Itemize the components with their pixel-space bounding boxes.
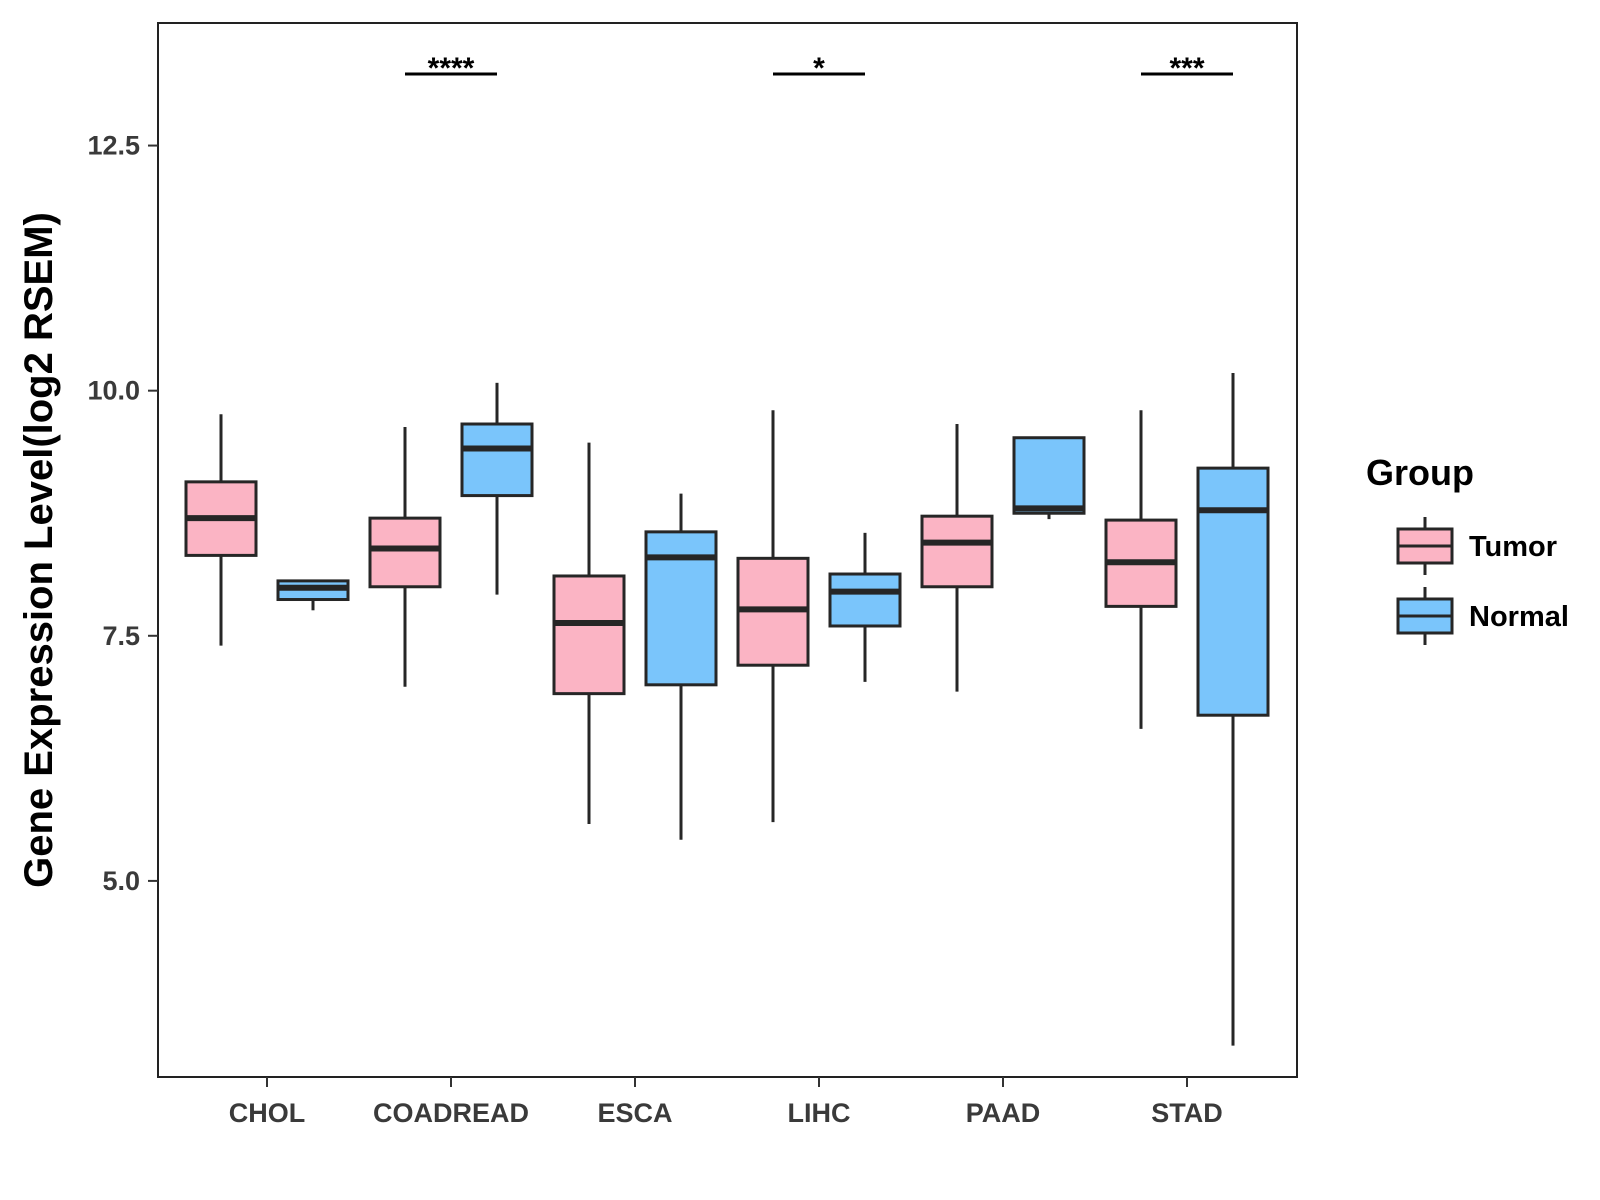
- box-normal-stad: [1196, 373, 1270, 1046]
- legend-item-normal: Normal: [1396, 587, 1569, 645]
- x-tick-label-paad: PAAD: [966, 1098, 1041, 1128]
- x-tick-label-chol: CHOL: [229, 1098, 306, 1128]
- box-iqr: [920, 514, 994, 589]
- box-normal-coadread: [460, 382, 534, 595]
- box-iqr: [1012, 436, 1086, 515]
- box-normal-esca: [644, 493, 718, 840]
- significance-label: ***: [1169, 52, 1204, 85]
- legend-item-tumor: Tumor: [1396, 517, 1557, 575]
- box-groups: [184, 373, 1270, 1046]
- significance-label: *: [813, 52, 825, 85]
- y-axis: 5.0 7.5 10.0 12.5: [87, 131, 158, 896]
- box-normal-paad: [1012, 436, 1086, 520]
- significance-lihc: *: [773, 52, 865, 85]
- y-tick-label: 5.0: [102, 866, 140, 896]
- box-tumor-stad: [1104, 410, 1178, 729]
- box-tumor-coadread: [368, 426, 442, 687]
- x-tick-label-stad: STAD: [1151, 1098, 1223, 1128]
- legend-label: Normal: [1469, 601, 1569, 633]
- y-tick-label: 12.5: [87, 131, 140, 161]
- box-tumor-esca: [552, 442, 626, 825]
- box-iqr: [552, 574, 626, 696]
- legend-title: Group: [1366, 452, 1474, 493]
- significance-label: ****: [428, 52, 475, 85]
- box-tumor-lihc: [736, 410, 810, 823]
- legend-label: Tumor: [1469, 531, 1557, 563]
- significance-coadread: ****: [405, 52, 497, 85]
- x-tick-label-coadread: COADREAD: [373, 1098, 529, 1128]
- y-tick-label: 7.5: [102, 621, 140, 651]
- legend: Group Tumor Normal: [1366, 452, 1569, 645]
- x-tick-label-esca: ESCA: [597, 1098, 672, 1128]
- y-tick-label: 10.0: [87, 376, 140, 406]
- x-axis: CHOL COADREAD ESCA LIHC PAAD STAD: [229, 1077, 1223, 1128]
- box-normal-chol: [276, 579, 350, 611]
- box-iqr: [1196, 466, 1270, 717]
- significance-annotations: **** * ***: [405, 52, 1233, 85]
- box-iqr: [368, 516, 442, 589]
- box-normal-lihc: [828, 532, 902, 682]
- significance-stad: ***: [1141, 52, 1233, 85]
- box-iqr: [460, 422, 534, 498]
- box-iqr: [828, 572, 902, 628]
- box-tumor-chol: [184, 414, 258, 646]
- x-tick-label-lihc: LIHC: [788, 1098, 851, 1128]
- box-tumor-paad: [920, 424, 994, 692]
- y-axis-title: Gene Expression Level(log2 RSEM): [17, 212, 61, 888]
